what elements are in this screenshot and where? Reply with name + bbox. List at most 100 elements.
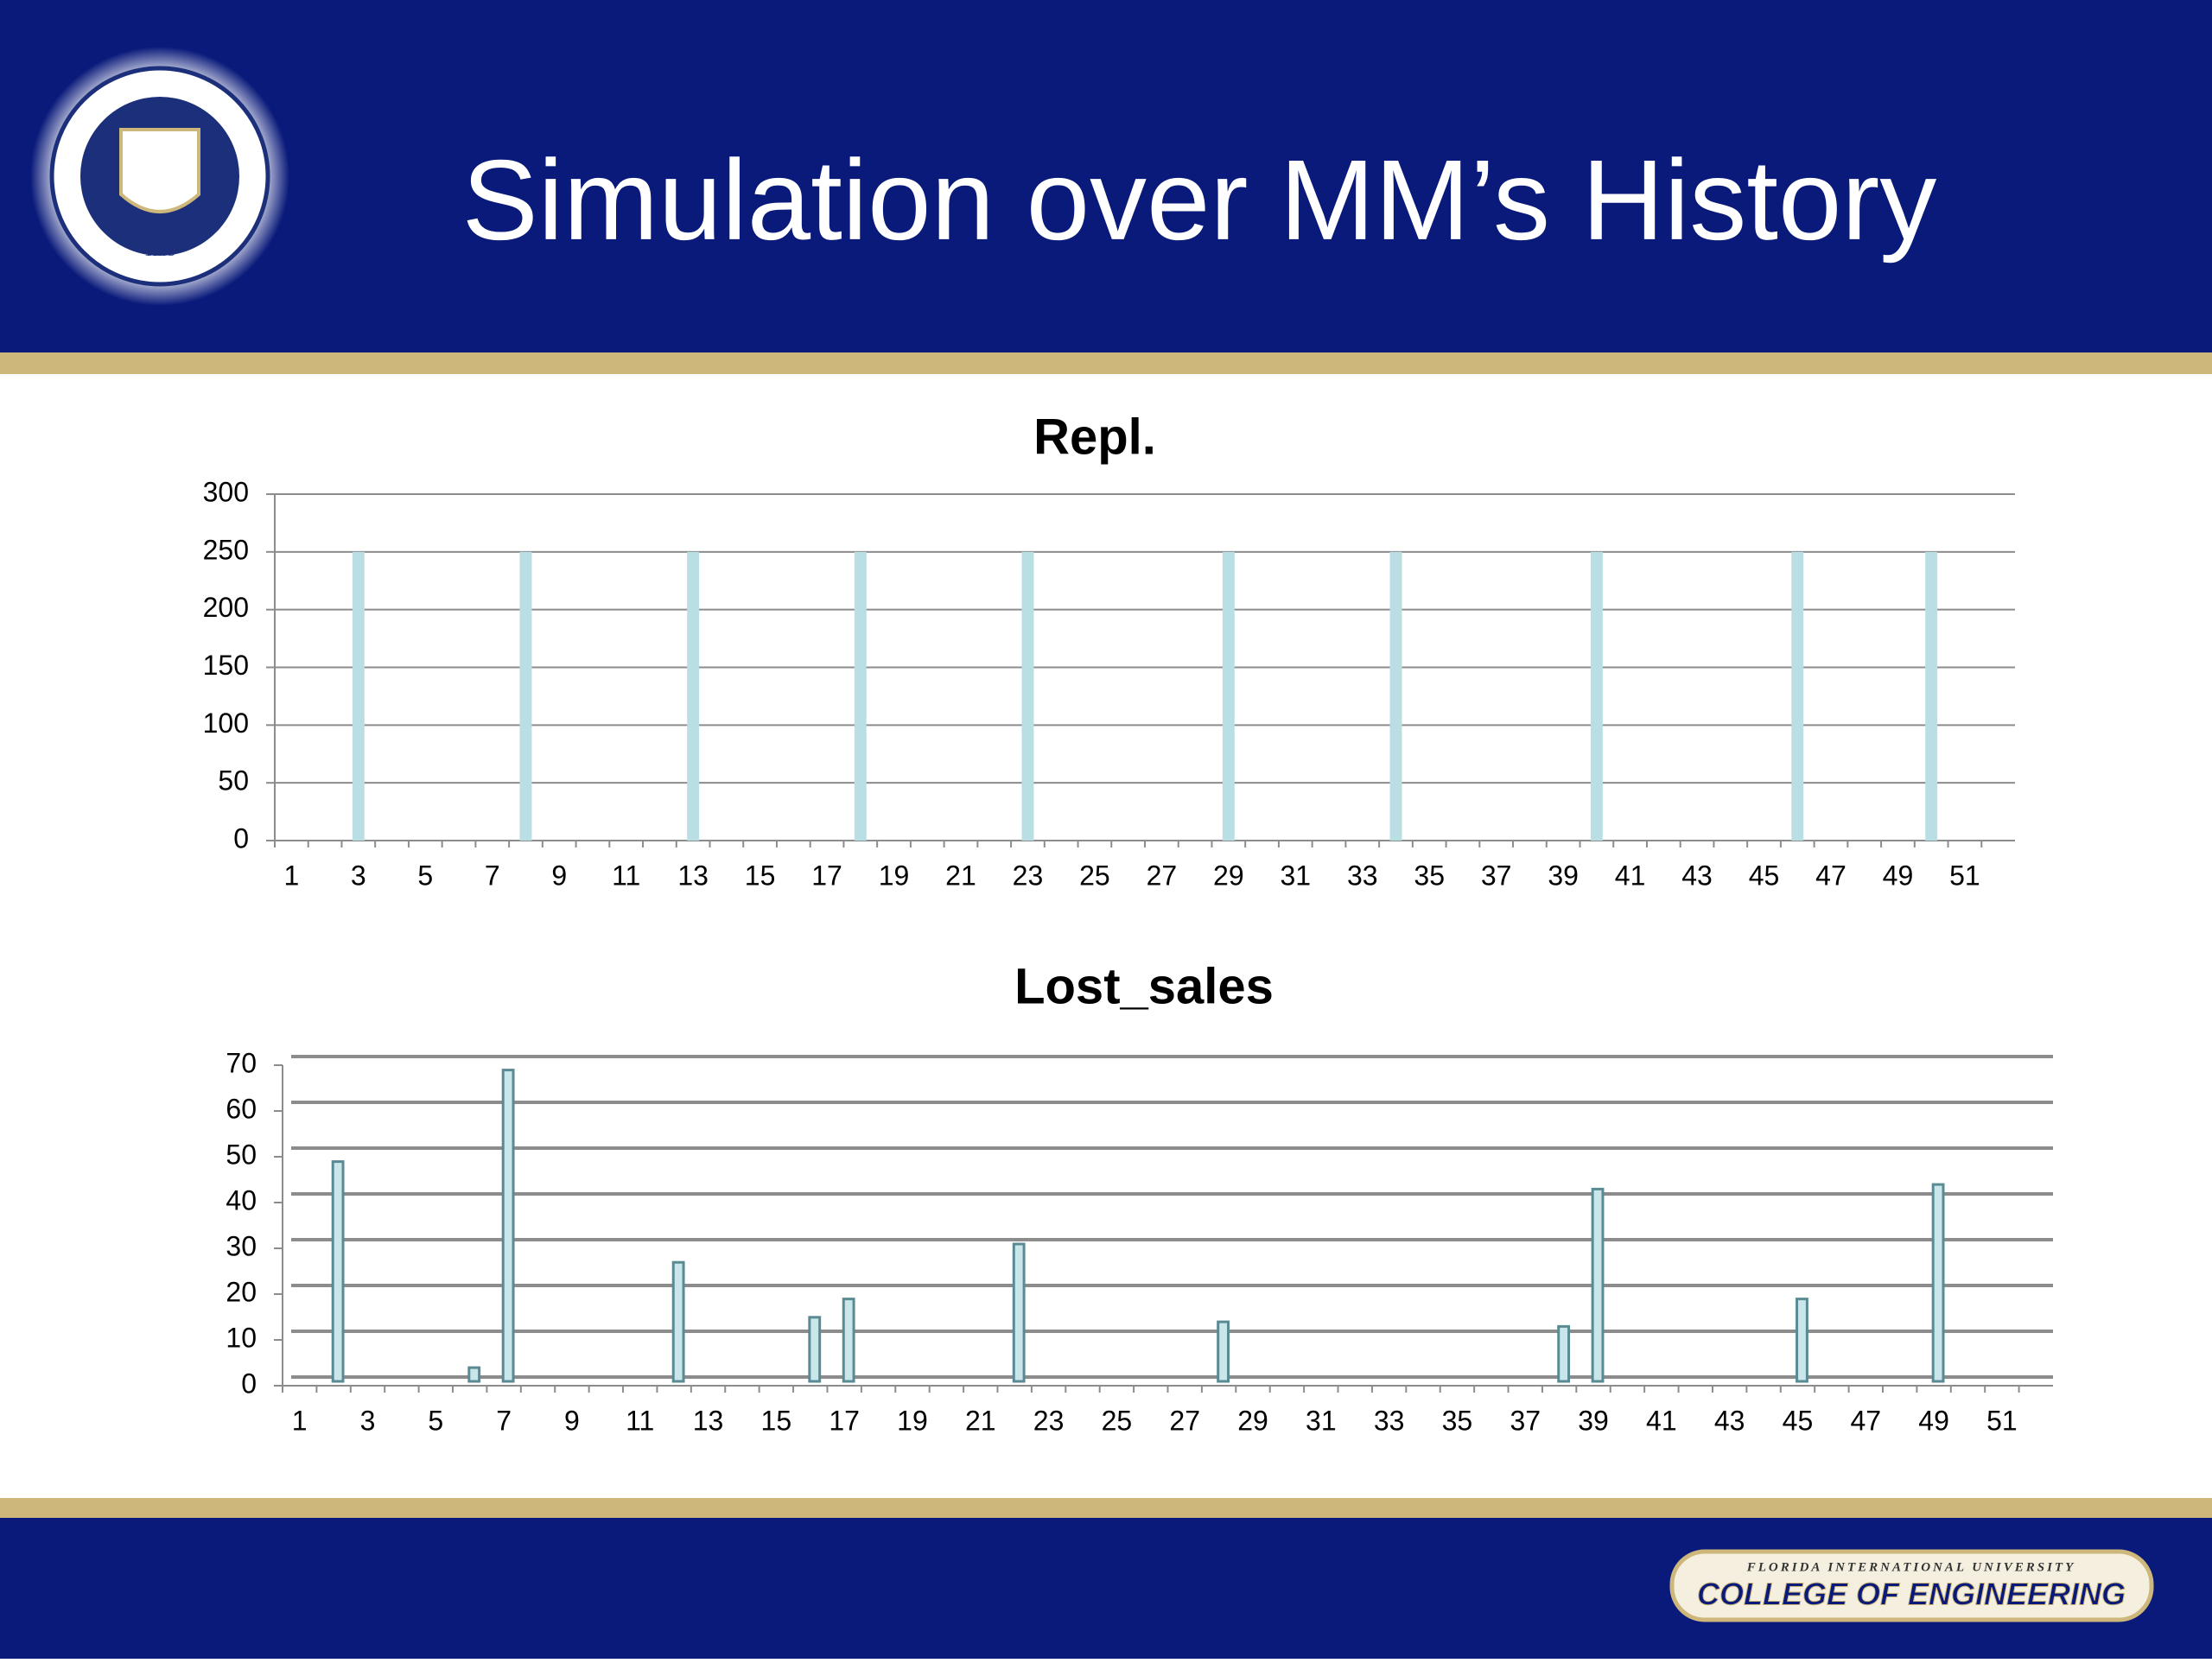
x-tick-label: 3	[351, 860, 366, 891]
x-tick-label: 49	[1883, 860, 1914, 891]
bar	[1796, 1298, 1808, 1383]
x-tick-label: 23	[1033, 1405, 1065, 1436]
bar	[1557, 1324, 1571, 1383]
x-tick-label: 41	[1615, 860, 1646, 891]
y-tick-label: 60	[226, 1093, 257, 1124]
x-tick-label: 27	[1169, 1405, 1200, 1436]
x-tick-label: 47	[1850, 1405, 1881, 1436]
x-tick-label: 49	[1918, 1405, 1949, 1436]
x-tick-label: 31	[1306, 1405, 1337, 1436]
y-tick-label: 150	[203, 650, 249, 681]
y-tick-label: 200	[203, 592, 249, 623]
x-tick-label: 29	[1237, 1405, 1268, 1436]
x-tick-label: 1	[292, 1405, 308, 1436]
x-tick-label: 41	[1646, 1405, 1677, 1436]
bar	[519, 551, 532, 841]
x-tick-label: 31	[1280, 860, 1311, 891]
x-tick-label: 3	[360, 1405, 376, 1436]
x-tick-label: 33	[1374, 1405, 1405, 1436]
x-tick-label: 39	[1578, 1405, 1609, 1436]
y-tick-label: 40	[226, 1184, 257, 1216]
bar	[1925, 551, 1938, 841]
x-tick-label: 5	[417, 860, 433, 891]
x-tick-label: 5	[428, 1405, 443, 1436]
y-tick-label: 0	[241, 1368, 257, 1399]
x-tick-label: 25	[1079, 860, 1110, 891]
header-band	[0, 0, 2212, 352]
bar	[687, 551, 700, 841]
x-tick-label: 1	[283, 860, 299, 891]
x-tick-label: 7	[485, 860, 500, 891]
bar	[352, 551, 365, 841]
x-tick-label: 39	[1548, 860, 1579, 891]
x-tick-label: 33	[1347, 860, 1378, 891]
chart-title: Lost_sales	[1014, 958, 1274, 1014]
bar	[671, 1260, 685, 1383]
header-stripe	[0, 352, 2212, 374]
x-tick-label: 15	[761, 1405, 792, 1436]
x-tick-label: 13	[693, 1405, 724, 1436]
y-tick-label: 30	[226, 1230, 257, 1261]
y-tick-label: 250	[203, 534, 249, 565]
x-tick-label: 23	[1013, 860, 1044, 891]
x-tick-label: 17	[829, 1405, 860, 1436]
x-tick-label: 35	[1442, 1405, 1473, 1436]
x-tick-label: 37	[1510, 1405, 1541, 1436]
y-tick-label: 0	[233, 822, 249, 854]
x-tick-label: 21	[965, 1405, 996, 1436]
badge-university: FLORIDA INTERNATIONAL UNIVERSITY	[1746, 1560, 2076, 1574]
x-tick-label: 25	[1102, 1405, 1133, 1436]
bar	[1590, 551, 1603, 841]
x-tick-label: 19	[897, 1405, 928, 1436]
x-tick-label: 11	[626, 1405, 654, 1436]
y-tick-label: 70	[226, 1047, 257, 1078]
bar	[501, 1069, 515, 1383]
logo-year: 1965	[144, 242, 175, 259]
x-tick-label: 27	[1147, 860, 1178, 891]
slide-title: Simulation over MM’s History	[462, 136, 1937, 263]
bar	[1389, 551, 1402, 841]
x-tick-label: 51	[1986, 1405, 2018, 1436]
chart-title: Repl.	[1033, 409, 1156, 465]
x-tick-label: 35	[1414, 860, 1445, 891]
logo-shield	[119, 128, 200, 213]
y-tick-label: 10	[226, 1322, 257, 1353]
x-tick-label: 9	[564, 1405, 580, 1436]
bar	[1012, 1242, 1026, 1383]
bar	[1021, 551, 1034, 841]
x-tick-label: 43	[1714, 1405, 1745, 1436]
x-tick-label: 13	[677, 860, 709, 891]
bar	[842, 1298, 855, 1383]
x-tick-label: 21	[945, 860, 976, 891]
badge-frame	[1669, 1549, 2154, 1622]
logo: 1965	[30, 47, 289, 306]
bar	[1591, 1187, 1605, 1383]
bar	[1222, 551, 1235, 841]
bar	[854, 551, 867, 841]
y-tick-label: 300	[203, 476, 249, 507]
bar	[331, 1160, 345, 1383]
x-tick-label: 19	[879, 860, 910, 891]
y-tick-label: 100	[203, 708, 249, 739]
x-tick-label: 17	[811, 860, 842, 891]
footer-stripe	[0, 1498, 2212, 1518]
x-tick-label: 51	[1949, 860, 1980, 891]
footer-badge: FLORIDA INTERNATIONAL UNIVERSITY COLLEGE…	[1669, 1549, 2154, 1622]
y-tick-label: 20	[226, 1276, 257, 1307]
x-tick-label: 47	[1815, 860, 1847, 891]
x-tick-label: 9	[551, 860, 567, 891]
x-tick-label: 29	[1213, 860, 1244, 891]
bar	[1931, 1183, 1945, 1383]
x-tick-label: 15	[745, 860, 776, 891]
x-tick-label: 45	[1783, 1405, 1814, 1436]
badge-college: COLLEGE OF ENGINEERING	[1697, 1577, 2126, 1612]
x-tick-label: 45	[1749, 860, 1780, 891]
x-tick-label: 7	[496, 1405, 512, 1436]
bar	[1217, 1320, 1230, 1383]
y-tick-label: 50	[226, 1139, 257, 1170]
x-tick-label: 43	[1681, 860, 1713, 891]
bar	[1791, 551, 1804, 841]
